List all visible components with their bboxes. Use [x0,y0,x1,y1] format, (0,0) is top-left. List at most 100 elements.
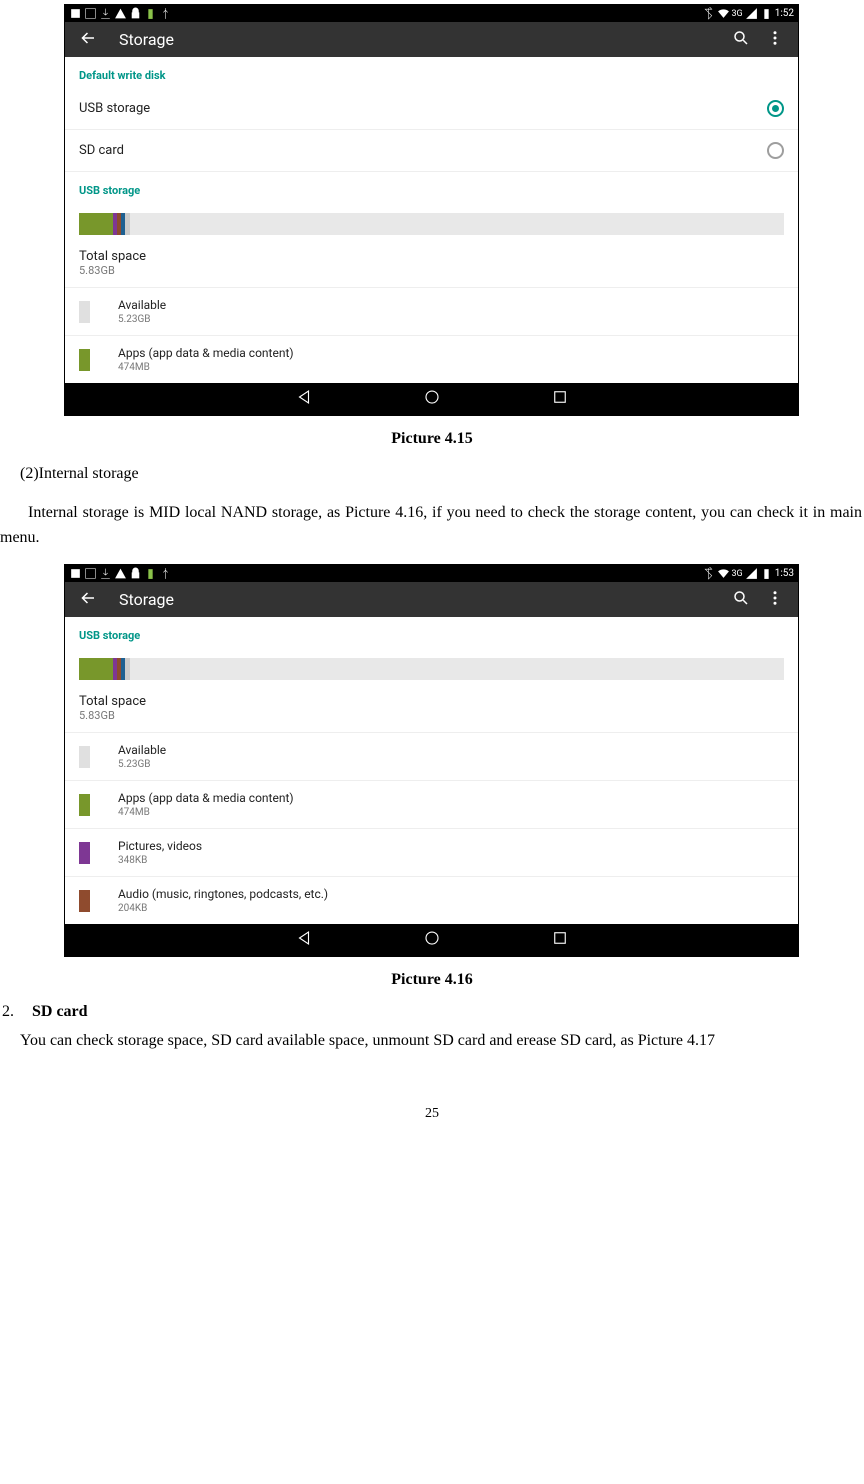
storage-item-row[interactable]: Apps (app data & media content) 474MB [65,781,798,829]
nav-recent-button[interactable] [551,929,569,951]
back-button[interactable] [79,589,97,611]
notif-icon [84,7,97,20]
wifi-icon [717,7,730,20]
nav-bar [65,924,798,956]
color-swatch [79,349,90,371]
caption-2: Picture 4.16 [0,971,864,989]
more-button[interactable] [766,589,784,611]
item-value: 5.23GB [118,314,166,325]
storage-item-row[interactable]: Available5.23GB [65,733,798,781]
circle-home-icon [423,929,441,947]
circle-home-icon [423,388,441,406]
item-name: Pictures, videos [118,839,202,853]
screenshot-2: 3G 1:53 Storage USB storage [64,564,799,957]
download-icon [99,7,112,20]
battery-icon [760,567,773,580]
appbar-title: Storage [119,590,732,609]
battery-icon [144,567,157,580]
bar-segment [130,213,784,235]
back-button[interactable] [79,29,97,51]
color-swatch [79,301,90,323]
square-recent-icon [551,929,569,947]
list-title: SD card [32,1003,88,1020]
download-icon [99,567,112,580]
sd-card-body: You can check storage space, SD card ava… [0,1029,864,1054]
item-name: Available [118,743,166,757]
storage-item-row[interactable]: Audio (music, ringtones, podcasts, etc.)… [65,877,798,924]
battery-icon [760,7,773,20]
lock-icon [129,567,142,580]
status-bar: 3G 1:52 [65,5,798,22]
section-header-usb: USB storage [65,172,798,203]
storage-bar [65,203,798,239]
more-button[interactable] [766,29,784,51]
arrow-back-icon [79,29,97,47]
item-name: Apps (app data & media content) [118,346,294,360]
bar-segment [79,213,113,235]
radio-icon [767,142,784,159]
square-recent-icon [551,388,569,406]
status-time: 1:53 [775,568,794,579]
total-label: Total space [79,694,784,709]
storage-bar-chart [79,658,784,680]
total-label: Total space [79,249,784,264]
option-usb-storage[interactable]: USB storage [65,88,798,130]
list-number: 2. [2,1003,14,1020]
search-button[interactable] [732,29,750,51]
item-value: 474MB [118,807,294,818]
triangle-back-icon [295,388,313,406]
warning-icon [114,567,127,580]
bar-segment [130,658,784,680]
page-number: 25 [0,1106,864,1122]
nav-bar [65,383,798,415]
signal-icon [745,567,758,580]
appbar-title: Storage [119,30,732,49]
app-bar: Storage [65,22,798,57]
nav-recent-button[interactable] [551,388,569,410]
color-swatch [79,890,90,912]
total-value: 5.83GB [79,709,784,722]
storage-bar [65,648,798,684]
nav-back-button[interactable] [295,388,313,410]
more-vert-icon [766,589,784,607]
storage-item-row[interactable]: Apps (app data & media content) 474MB [65,336,798,383]
total-value: 5.83GB [79,264,784,277]
triangle-back-icon [295,929,313,947]
item-value: 474MB [118,362,294,373]
nav-back-button[interactable] [295,929,313,951]
option-label: SD card [79,143,767,158]
option-sd-card[interactable]: SD card [65,130,798,172]
network-label: 3G [732,569,743,579]
nav-home-button[interactable] [423,929,441,951]
item-name: Audio (music, ringtones, podcasts, etc.) [118,887,328,901]
radio-selected-icon [767,100,784,117]
total-space-row[interactable]: Total space 5.83GB [65,684,798,733]
lock-icon [129,7,142,20]
usb-icon [159,7,172,20]
usb-icon [159,567,172,580]
storage-item-row[interactable]: Pictures, videos 348KB [65,829,798,877]
notif-icon [69,7,82,20]
color-swatch [79,746,90,768]
item-value: 348KB [118,855,202,866]
sd-card-heading: 2. SD card [0,1003,864,1021]
total-space-row[interactable]: Total space 5.83GB [65,239,798,288]
notif-icon [84,567,97,580]
battery-icon [144,7,157,20]
nav-home-button[interactable] [423,388,441,410]
item-name: Available [118,298,166,312]
storage-bar-chart [79,213,784,235]
notif-icon [69,567,82,580]
item-name: Apps (app data & media content) [118,791,294,805]
section-header-usb: USB storage [65,617,798,648]
arrow-back-icon [79,589,97,607]
status-bar: 3G 1:53 [65,565,798,582]
option-label: USB storage [79,101,767,116]
search-button[interactable] [732,589,750,611]
signal-icon [745,7,758,20]
network-label: 3G [732,9,743,19]
storage-item-row[interactable]: Available 5.23GB [65,288,798,336]
app-bar: Storage [65,582,798,617]
internal-storage-heading: (2)Internal storage [0,462,864,487]
wifi-icon [717,567,730,580]
